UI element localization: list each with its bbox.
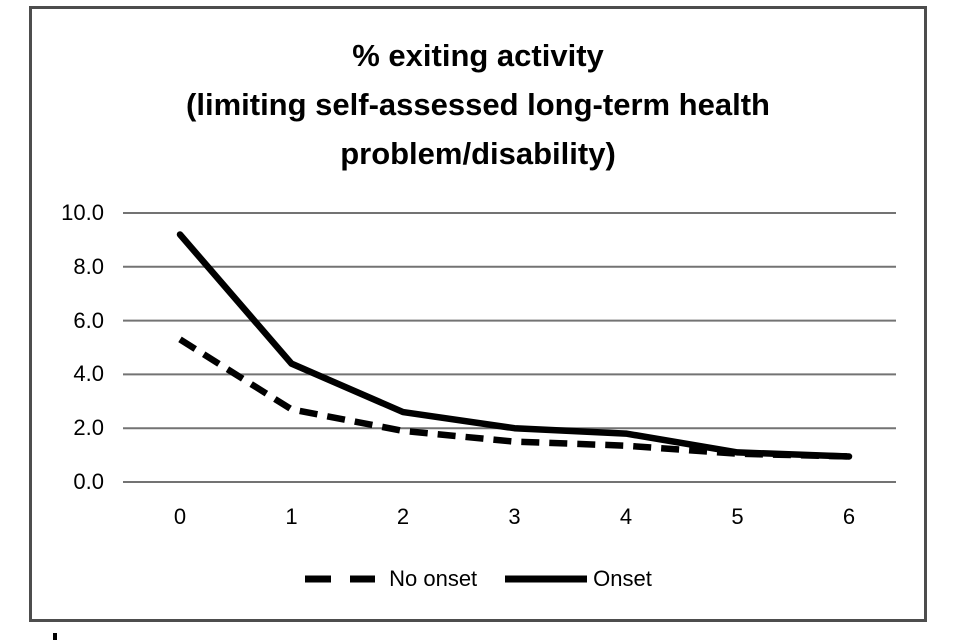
stray-cursor-mark <box>53 633 57 640</box>
legend-item-onset: Onset <box>504 566 652 592</box>
y-axis-tick-label: 4.0 <box>73 361 104 387</box>
x-axis-tick-label: 1 <box>285 504 298 529</box>
y-axis-tick-label: 6.0 <box>73 307 104 333</box>
y-axis-tick-label: 10.0 <box>61 200 104 225</box>
x-axis-tick-label: 5 <box>731 504 744 529</box>
dashed-line-sample-icon <box>305 575 376 583</box>
legend-label-onset: Onset <box>593 566 652 591</box>
legend-label-no-onset: No onset <box>389 566 478 591</box>
solid-line-sample-icon <box>505 575 588 583</box>
chart-border-box <box>29 6 927 622</box>
y-axis-tick-label: 8.0 <box>73 253 104 279</box>
x-axis-tick-label: 6 <box>842 504 856 529</box>
chart-title-line-2: (limiting self-assessed long-term health <box>186 87 770 122</box>
chart-title-line-1: % exiting activity <box>352 38 604 73</box>
chart-title-line-3: problem/disability) <box>340 136 616 171</box>
legend-item-no-onset: No onset <box>304 566 477 592</box>
series-line-onset <box>176 231 853 460</box>
y-axis-tick-label: 2.0 <box>73 415 104 441</box>
x-axis-tick-label: 3 <box>508 504 521 529</box>
chart-legend: No onset Onset <box>29 560 927 598</box>
series-line-no-onset <box>178 336 850 460</box>
x-axis-tick-label: 4 <box>619 504 633 529</box>
y-axis-tick-label: 0.0 <box>73 469 104 494</box>
x-axis-tick-label: 2 <box>396 504 410 529</box>
x-axis-tick-label: 0 <box>173 504 187 529</box>
chart-title: % exiting activity (limiting self-assess… <box>29 31 927 178</box>
